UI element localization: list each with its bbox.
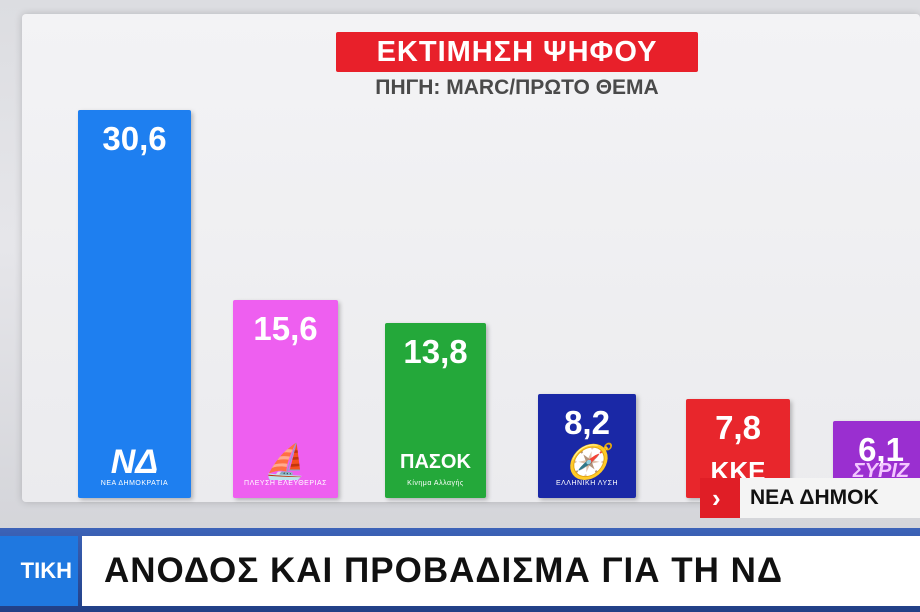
logo-mark: ΝΔ — [110, 443, 159, 481]
logo-caption: ΝΕΑ ΔΗΜΟΚΡΑΤΙΑ — [100, 480, 169, 487]
chart-source: ΠΗΓΗ: MARC/ΠΡΩΤΟ ΘΕΜΑ — [375, 76, 659, 99]
chevron-right-icon: › — [712, 483, 721, 513]
logo-caption: ΕΛΛΗΝΙΚΗ ΛΥΣΗ — [555, 480, 619, 487]
logo-caption: Κίνημα Αλλαγής — [407, 480, 464, 487]
bar-value-label: 8,2 — [564, 404, 610, 441]
nd-logo: ΝΔ ΝΕΑ ΔΗΜΟΚΡΑΤΙΑ — [78, 445, 191, 488]
logo-mark: ΣΥΡΙΖ — [852, 460, 910, 482]
bar-value-label: 13,8 — [403, 333, 468, 370]
ticker-label: ΤΙΚΗ — [0, 536, 78, 606]
bar-2: 15,6 ⛵ ΠΛΕΥΣΗ ΕΛΕΥΘΕΡΙΑΣ — [233, 300, 338, 498]
bar-1: 30,6 ΝΔ ΝΕΑ ΔΗΜΟΚΡΑΤΙΑ — [78, 110, 191, 498]
logo-caption: ΠΛΕΥΣΗ ΕΛΕΥΘΕΡΙΑΣ — [244, 480, 327, 487]
plefsi-logo: ⛵ ΠΛΕΥΣΗ ΕΛΕΥΘΕΡΙΑΣ — [233, 445, 338, 488]
chart-title: ΕΚΤΙΜΗΣΗ ΨΗΦΟΥ — [336, 32, 698, 72]
bar-3: 13,8 ΠΑΣΟΚ Κίνημα Αλλαγής — [385, 323, 486, 498]
bar-value-label: 15,6 — [253, 310, 318, 347]
bar-4: 8,2 🧭 ΕΛΛΗΝΙΚΗ ΛΥΣΗ — [538, 394, 636, 498]
bar-value-label: 6,1 — [858, 431, 904, 468]
syriza-logo: ΣΥΡΙΖ — [833, 454, 920, 488]
ticker-headline: ΑΝΟΔΟΣ ΚΑΙ ΠΡΟΒΑΔΙΣΜΑ ΓΙΑ ΤΗ ΝΔ — [82, 536, 920, 606]
pasok-logo: ΠΑΣΟΚ Κίνημα Αλλαγής — [385, 445, 486, 488]
logo-mark: 🧭 — [565, 443, 609, 481]
bar-value-label: 7,8 — [715, 409, 761, 446]
party-banner: ΝΕΑ ΔΗΜΟΚ — [700, 478, 920, 518]
logo-mark: ΠΑΣΟΚ — [400, 451, 471, 473]
logo-mark: ⛵ — [264, 443, 307, 481]
elliniki-lysi-logo: 🧭 ΕΛΛΗΝΙΚΗ ΛΥΣΗ — [538, 445, 636, 488]
bar-value-label: 30,6 — [102, 120, 167, 157]
